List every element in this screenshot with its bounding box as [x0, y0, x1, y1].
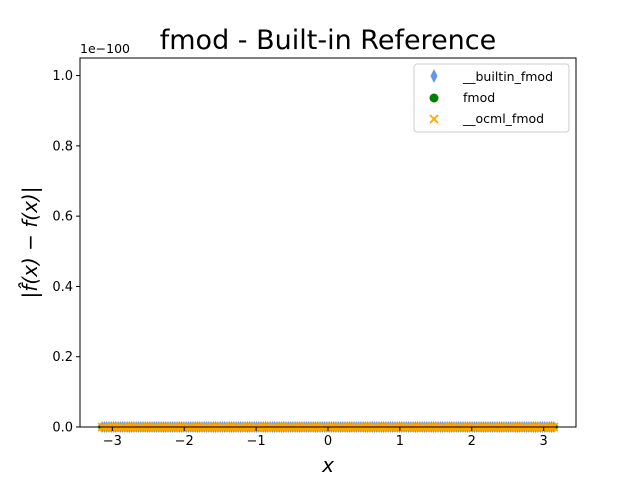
x-tick-label: 2	[468, 434, 476, 449]
legend-label-builtin-fmod: __builtin_fmod	[462, 69, 553, 84]
y-axis-ticks: 0.0 0.2 0.4 0.6 0.8 1.0	[52, 69, 80, 436]
legend: __builtin_fmod fmod __ocml_fmod	[413, 63, 570, 133]
data-marks	[97, 421, 559, 433]
legend-marker-builtin-fmod	[430, 69, 438, 83]
legend-marker-ocml-fmod	[429, 114, 439, 124]
legend-label-ocml-fmod: __ocml_fmod	[462, 111, 544, 126]
legend-box	[413, 63, 570, 133]
x-axis-label: x	[321, 453, 334, 477]
y-tick-label: 0.0	[52, 421, 73, 436]
legend-marker-fmod	[429, 93, 439, 103]
y-axis-offset-label: 1e−100	[80, 41, 130, 56]
x-tick-label: −1	[247, 434, 266, 449]
y-tick-label: 1.0	[52, 69, 73, 84]
x-tick-label: 0	[324, 434, 332, 449]
legend-label-fmod: fmod	[463, 90, 495, 105]
y-tick-label: 0.2	[52, 350, 73, 365]
x-tick-label: −2	[175, 434, 194, 449]
chart-title: fmod - Built-in Reference	[160, 25, 497, 56]
x-tick-label: 3	[540, 434, 548, 449]
plot-frame-spines	[79, 57, 577, 428]
series-ocmlfmod	[97, 422, 559, 432]
y-tick-label: 0.4	[52, 280, 73, 295]
y-tick-label: 0.6	[52, 210, 73, 225]
x-tick-label: 1	[396, 434, 404, 449]
x-axis-ticks: −3 −2 −1 0 1 2 3	[103, 427, 548, 449]
y-tick-label: 0.8	[52, 139, 73, 154]
x-tick-label: −3	[103, 434, 122, 449]
y-axis-label: |f̂(x) − f(x)|	[18, 187, 42, 299]
